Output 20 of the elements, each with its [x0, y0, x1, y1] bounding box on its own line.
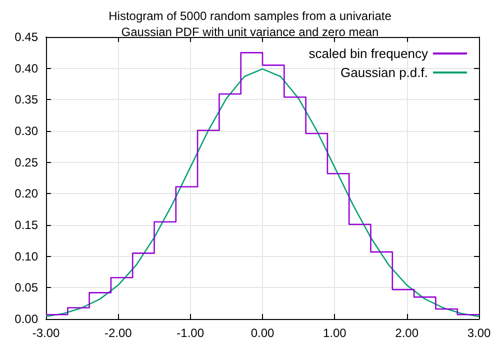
legend-label: scaled bin frequency: [308, 46, 428, 61]
x-tick-label: 0.00: [250, 326, 274, 340]
y-tick-label: 0.25: [14, 155, 38, 170]
y-tick-label: 0.35: [14, 92, 38, 107]
y-tick-label: 0.00: [14, 312, 38, 326]
y-tick-label: 0.10: [14, 249, 38, 264]
x-tick-label: -1.00: [176, 326, 204, 340]
y-tick-label: 0.40: [14, 61, 38, 76]
y-tick-label: 0.15: [14, 218, 38, 232]
x-tick-label: -3.00: [32, 326, 60, 340]
x-tick-label: -2.00: [104, 326, 132, 340]
y-tick-label: 0.05: [14, 280, 38, 295]
x-tick-label: 2.00: [395, 326, 419, 340]
y-tick-label: 0.45: [14, 30, 38, 44]
y-tick-label: 0.20: [14, 186, 38, 201]
y-tick-label: 0.30: [14, 124, 38, 138]
chart-title: Histogram of 5000 random samples from a univariate Gaussian PDF with unit variance and zero mean: [108, 9, 392, 39]
x-tick-label: 3.00: [467, 326, 491, 340]
x-tick-label: 1.00: [322, 326, 347, 340]
legend-label: Gaussian p.d.f.: [340, 65, 428, 80]
